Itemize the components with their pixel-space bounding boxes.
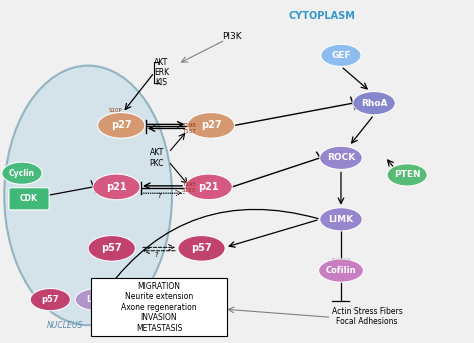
Ellipse shape [178,236,225,261]
Text: ROCK: ROCK [327,153,355,162]
Ellipse shape [353,92,395,115]
Text: ?: ? [155,252,158,258]
Text: T145
S153: T145 S153 [182,182,196,193]
Ellipse shape [88,236,136,261]
Text: LIMK: LIMK [328,215,354,224]
FancyBboxPatch shape [9,188,49,210]
Text: p27: p27 [111,120,131,130]
Text: p21: p21 [198,182,219,192]
Text: p57: p57 [42,295,59,304]
Ellipse shape [319,146,362,169]
Text: PTEN: PTEN [394,170,420,179]
Ellipse shape [2,162,42,184]
Text: p21: p21 [106,182,127,192]
Text: LIMK: LIMK [86,295,109,304]
Ellipse shape [321,44,361,67]
Text: AKT
ERK
KIS: AKT ERK KIS [154,58,169,87]
Ellipse shape [187,113,235,138]
Text: ?: ? [157,193,161,199]
Text: Actin Stress Fibers
Focal Adhesions: Actin Stress Fibers Focal Adhesions [332,307,402,327]
Text: Cofilin: Cofilin [326,266,356,275]
Ellipse shape [98,113,145,138]
Text: p57: p57 [191,244,212,253]
Text: NUCLEUS: NUCLEUS [46,321,82,330]
Ellipse shape [4,66,172,325]
Text: RhoA: RhoA [361,99,387,108]
Ellipse shape [93,174,140,200]
Text: T198
T157: T198 T157 [182,123,196,134]
Text: S10P: S10P [109,108,122,113]
Ellipse shape [75,288,120,311]
Text: CDK: CDK [20,194,38,203]
Text: PI3K: PI3K [222,32,242,41]
Text: MIGRATION
Neurite extension
Axone regeneration
INVASION
METASTASIS: MIGRATION Neurite extension Axone regene… [121,282,197,333]
Text: Cyclin: Cyclin [9,169,35,178]
FancyBboxPatch shape [91,278,227,336]
Ellipse shape [185,174,232,200]
Ellipse shape [387,164,427,186]
Text: GEF: GEF [331,51,351,60]
Text: AKT
PKC: AKT PKC [149,148,164,167]
Ellipse shape [30,288,71,311]
Text: CYTOPLASM: CYTOPLASM [289,11,356,21]
Ellipse shape [319,208,362,231]
Text: p27: p27 [201,120,221,130]
Text: p57: p57 [101,244,122,253]
Ellipse shape [319,259,364,282]
